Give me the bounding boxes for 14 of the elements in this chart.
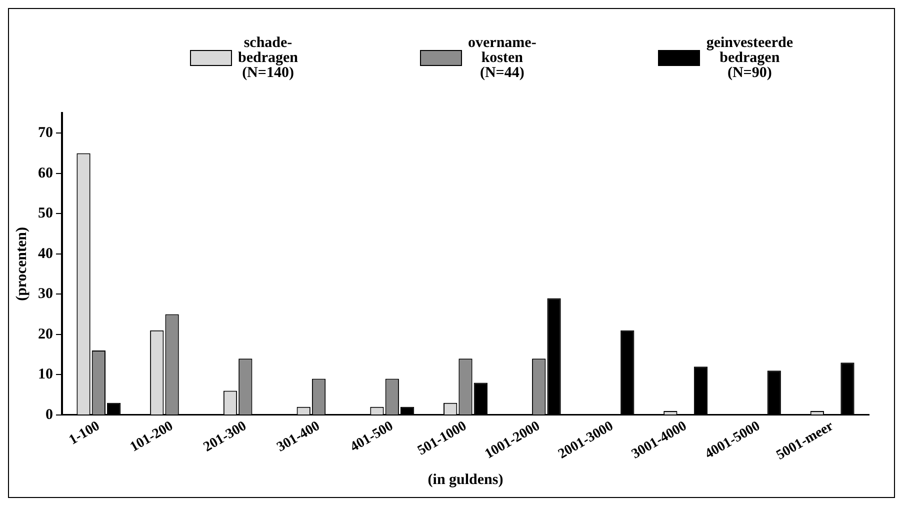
legend-label: geinvesteerde bedragen (N=90): [706, 34, 793, 80]
x-tick-label: 1-100: [66, 418, 102, 448]
y-tick-label: 60: [38, 165, 53, 182]
y-tick-label: 10: [38, 366, 53, 383]
y-tick-label: 70: [38, 125, 53, 142]
y-axis-title: (procenten): [14, 227, 30, 301]
x-axis-title: (in guldens): [428, 472, 504, 488]
y-tick-label: 50: [38, 206, 53, 222]
y-tick-label: 30: [38, 286, 53, 302]
y-tick-label: 40: [38, 246, 53, 262]
y-tick-label: 0: [46, 406, 53, 423]
y-tick-label: 20: [38, 326, 53, 342]
legend-label: schade- bedragen (N=140): [238, 34, 298, 80]
legend-label: overname- kosten (N=44): [468, 34, 536, 80]
